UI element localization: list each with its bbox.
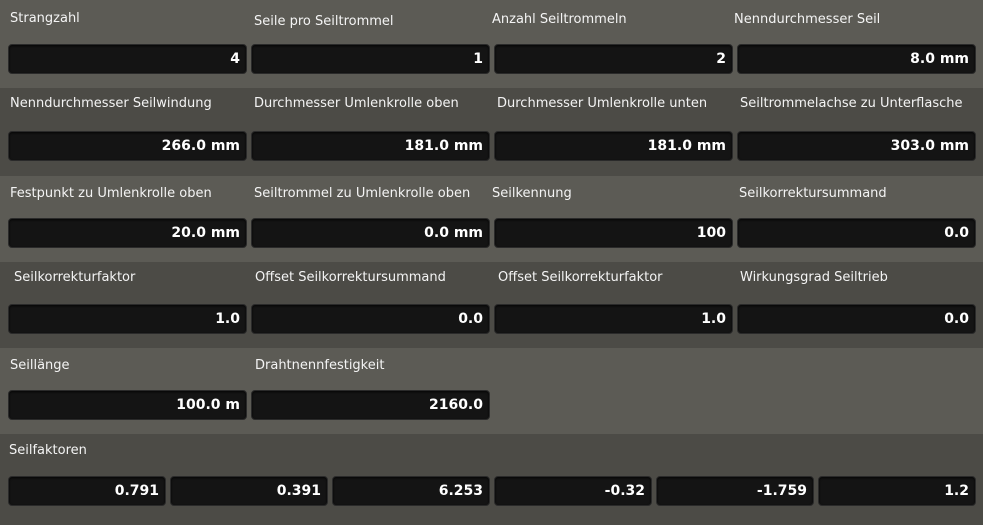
- wirkungsgrad-seiltrieb-field[interactable]: 0.0: [737, 304, 976, 334]
- seillaenge-field[interactable]: 100.0 m: [8, 390, 247, 420]
- seilkennung-field[interactable]: 100: [494, 218, 733, 248]
- offset-seilkorrekturfaktor-field[interactable]: 1.0: [494, 304, 733, 334]
- seillaenge-label: Seillänge: [10, 358, 70, 373]
- seiltrommel-zu-umlenkrolle-oben-label: Seiltrommel zu Umlenkrolle oben: [254, 186, 471, 201]
- seilkorrekturfaktor-field[interactable]: 1.0: [8, 304, 247, 334]
- nenndurchmesser-seilwindung-field[interactable]: 266.0 mm: [8, 131, 247, 161]
- wirkungsgrad-seiltrieb-label: Wirkungsgrad Seiltrieb: [740, 270, 888, 285]
- seilfaktor-field-2[interactable]: 0.391: [170, 476, 328, 506]
- nenndurchmesser-seil-field[interactable]: 8.0 mm: [737, 44, 976, 74]
- seilkorrektursummand-field[interactable]: 0.0: [737, 218, 976, 248]
- seilkorrektursummand-label: Seilkorrektursummand: [739, 186, 887, 201]
- seilfaktor-field-6[interactable]: 1.2: [818, 476, 976, 506]
- seiltrommel-zu-umlenkrolle-oben-field[interactable]: 0.0 mm: [251, 218, 490, 248]
- durchmesser-umlenkrolle-oben-field[interactable]: 181.0 mm: [251, 131, 490, 161]
- durchmesser-umlenkrolle-unten-label: Durchmesser Umlenkrolle unten: [497, 96, 708, 111]
- offset-seilkorrektursummand-label: Offset Seilkorrektursummand: [255, 270, 446, 285]
- seilkennung-label: Seilkennung: [492, 186, 572, 201]
- seile-pro-seiltrommel-field[interactable]: 1: [251, 44, 490, 74]
- seilfaktor-field-4[interactable]: -0.32: [494, 476, 652, 506]
- durchmesser-umlenkrolle-oben-label: Durchmesser Umlenkrolle oben: [254, 96, 459, 111]
- seilfaktor-field-1[interactable]: 0.791: [8, 476, 166, 506]
- anzahl-seiltrommeln-label: Anzahl Seiltrommeln: [492, 12, 627, 27]
- durchmesser-umlenkrolle-unten-field[interactable]: 181.0 mm: [494, 131, 733, 161]
- offset-seilkorrektursummand-field[interactable]: 0.0: [251, 304, 490, 334]
- strangzahl-label: Strangzahl: [10, 11, 80, 26]
- anzahl-seiltrommeln-field[interactable]: 2: [494, 44, 733, 74]
- nenndurchmesser-seilwindung-label: Nenndurchmesser Seilwindung: [10, 96, 212, 111]
- seilfaktoren-label: Seilfaktoren: [9, 443, 87, 458]
- drahtnennfestigkeit-label: Drahtnennfestigkeit: [255, 358, 385, 373]
- offset-seilkorrekturfaktor-label: Offset Seilkorrekturfaktor: [498, 270, 663, 285]
- seiltrommelachse-zu-unterflasche-field[interactable]: 303.0 mm: [737, 131, 976, 161]
- strangzahl-field[interactable]: 4: [8, 44, 247, 74]
- seilfaktor-field-5[interactable]: -1.759: [656, 476, 814, 506]
- festpunkt-zu-umlenkrolle-oben-field[interactable]: 20.0 mm: [8, 218, 247, 248]
- nenndurchmesser-seil-label: Nenndurchmesser Seil: [734, 12, 881, 27]
- seilfaktor-field-3[interactable]: 6.253: [332, 476, 490, 506]
- seile-pro-seiltrommel-label: Seile pro Seiltrommel: [254, 14, 394, 29]
- seiltrommelachse-zu-unterflasche-label: Seiltrommelachse zu Unterflasche: [740, 96, 963, 111]
- seilkorrekturfaktor-label: Seilkorrekturfaktor: [14, 270, 136, 285]
- festpunkt-zu-umlenkrolle-oben-label: Festpunkt zu Umlenkrolle oben: [10, 186, 212, 201]
- drahtnennfestigkeit-field[interactable]: 2160.0: [251, 390, 490, 420]
